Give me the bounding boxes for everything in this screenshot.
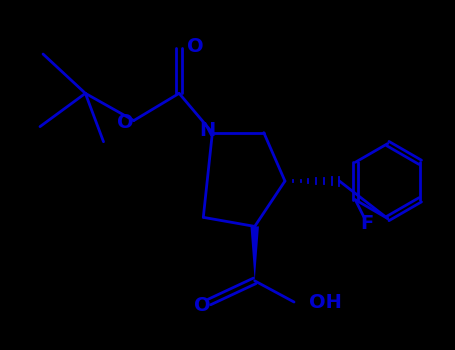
Polygon shape <box>251 226 259 281</box>
Text: F: F <box>360 215 374 233</box>
Text: OH: OH <box>309 293 342 312</box>
Text: O: O <box>194 295 210 315</box>
Text: N: N <box>199 121 216 140</box>
Text: O: O <box>187 37 203 56</box>
Text: O: O <box>117 113 134 132</box>
